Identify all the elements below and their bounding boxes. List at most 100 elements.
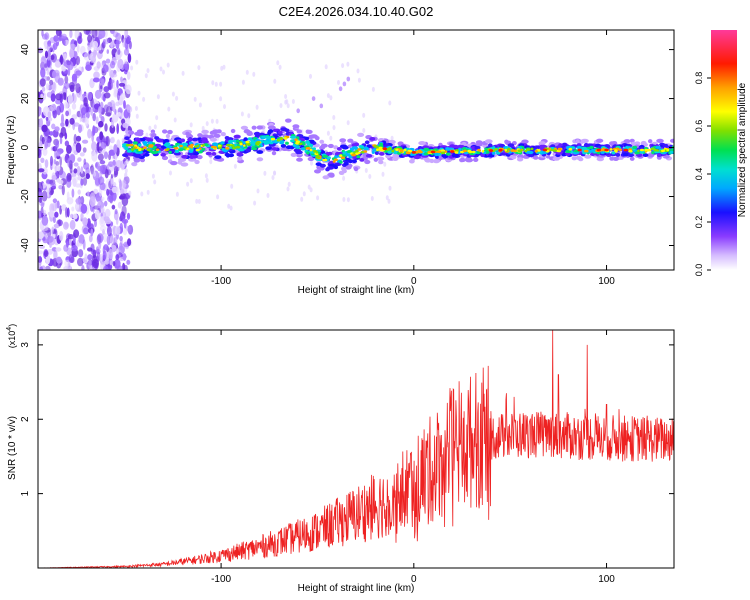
noise-blob	[123, 63, 128, 70]
signal-blob	[132, 141, 138, 145]
colorbar-tick-label: 0.0	[694, 264, 704, 277]
signal-blob	[267, 131, 272, 135]
signal-blob	[488, 153, 495, 158]
noise-blob	[111, 204, 116, 210]
signal-blob	[126, 149, 133, 153]
hot-spot	[498, 148, 503, 152]
signal-blob	[152, 147, 156, 151]
faint-blob	[368, 174, 372, 179]
signal-blob	[504, 139, 509, 144]
noise-blob	[92, 77, 100, 83]
noise-blob	[61, 65, 66, 72]
noise-blob	[90, 108, 93, 116]
signal-blob	[150, 133, 157, 138]
hot-spot	[542, 148, 548, 152]
signal-blob	[355, 152, 359, 156]
noise-blob	[110, 73, 118, 78]
noise-blob	[53, 35, 59, 42]
noise-blob	[92, 40, 99, 49]
signal-blob	[533, 155, 539, 160]
noise-blob	[100, 78, 105, 86]
faint-blob	[284, 99, 288, 105]
faint-blob	[125, 159, 129, 164]
signal-blob	[285, 132, 290, 136]
signal-blob	[180, 162, 189, 167]
snr-xtick-label: -100	[211, 574, 231, 585]
signal-blob	[670, 138, 674, 143]
signal-blob	[457, 144, 463, 149]
streak-blob	[311, 96, 316, 101]
noise-blob	[83, 97, 88, 107]
noise-blob	[40, 206, 44, 217]
noise-blob	[116, 123, 119, 135]
snr-xlabel: Height of straight line (km)	[298, 583, 415, 594]
signal-blob	[173, 151, 181, 156]
signal-blob	[290, 139, 295, 143]
noise-blob	[54, 211, 59, 218]
noise-blob	[120, 76, 123, 83]
faint-blob	[364, 168, 368, 173]
noise-blob	[96, 234, 102, 245]
signal-blob	[440, 149, 446, 152]
faint-blob	[135, 113, 139, 119]
signal-blob	[584, 149, 589, 153]
noise-blob	[100, 206, 105, 214]
faint-blob	[215, 118, 219, 124]
noise-blob	[59, 170, 66, 179]
signal-blob	[429, 158, 435, 164]
noise-blob	[94, 219, 97, 228]
noise-blob	[107, 101, 113, 108]
noise-blob	[51, 226, 54, 234]
faint-blob	[173, 117, 177, 123]
signal-blob	[365, 153, 373, 158]
noise-blob	[79, 152, 85, 157]
noise-blob	[118, 82, 126, 87]
noise-blob	[47, 248, 53, 255]
signal-blob	[538, 141, 546, 146]
noise-blob	[71, 93, 77, 104]
noise-blob	[67, 94, 73, 105]
signal-blob	[228, 139, 234, 143]
noise-blob	[94, 89, 102, 99]
noise-blob	[63, 39, 66, 45]
noise-blob	[73, 122, 80, 127]
signal-blob	[322, 158, 328, 162]
signal-blob	[242, 141, 247, 145]
noise-blob	[103, 232, 108, 243]
faint-blob	[205, 121, 209, 127]
noise-blob	[46, 68, 49, 76]
spec-xtick-label: -100	[211, 276, 231, 287]
faint-blob	[144, 73, 148, 79]
noise-blob	[126, 105, 133, 113]
colorbar-tick-label: 0.6	[694, 120, 704, 133]
faint-blob	[341, 63, 345, 69]
snr-scale-exp: 4	[6, 327, 13, 331]
signal-blob	[138, 148, 142, 152]
signal-blob	[307, 142, 311, 146]
noise-blob	[126, 71, 131, 80]
signal-blob	[237, 156, 243, 161]
spectrogram-frame	[37, 29, 675, 271]
signal-blob	[354, 142, 360, 147]
noise-blob	[59, 136, 63, 145]
noise-blob	[86, 91, 93, 101]
signal-blob	[504, 148, 508, 152]
signal-blob	[336, 147, 342, 151]
signal-blob	[251, 147, 258, 151]
noise-blob	[69, 84, 75, 93]
signal-blob	[315, 155, 321, 159]
signal-blob	[661, 149, 665, 153]
noise-blob	[49, 210, 55, 218]
signal-blob	[357, 148, 362, 151]
signal-blob	[491, 151, 496, 155]
noise-blob	[91, 141, 97, 151]
signal-blob	[477, 148, 481, 152]
faint-blob	[169, 170, 172, 176]
signal-blob	[406, 151, 411, 155]
faint-blob	[148, 125, 152, 131]
faint-blob	[193, 96, 197, 102]
noise-blob	[45, 83, 50, 91]
noise-blob	[52, 198, 58, 203]
signal-blob	[253, 131, 261, 136]
